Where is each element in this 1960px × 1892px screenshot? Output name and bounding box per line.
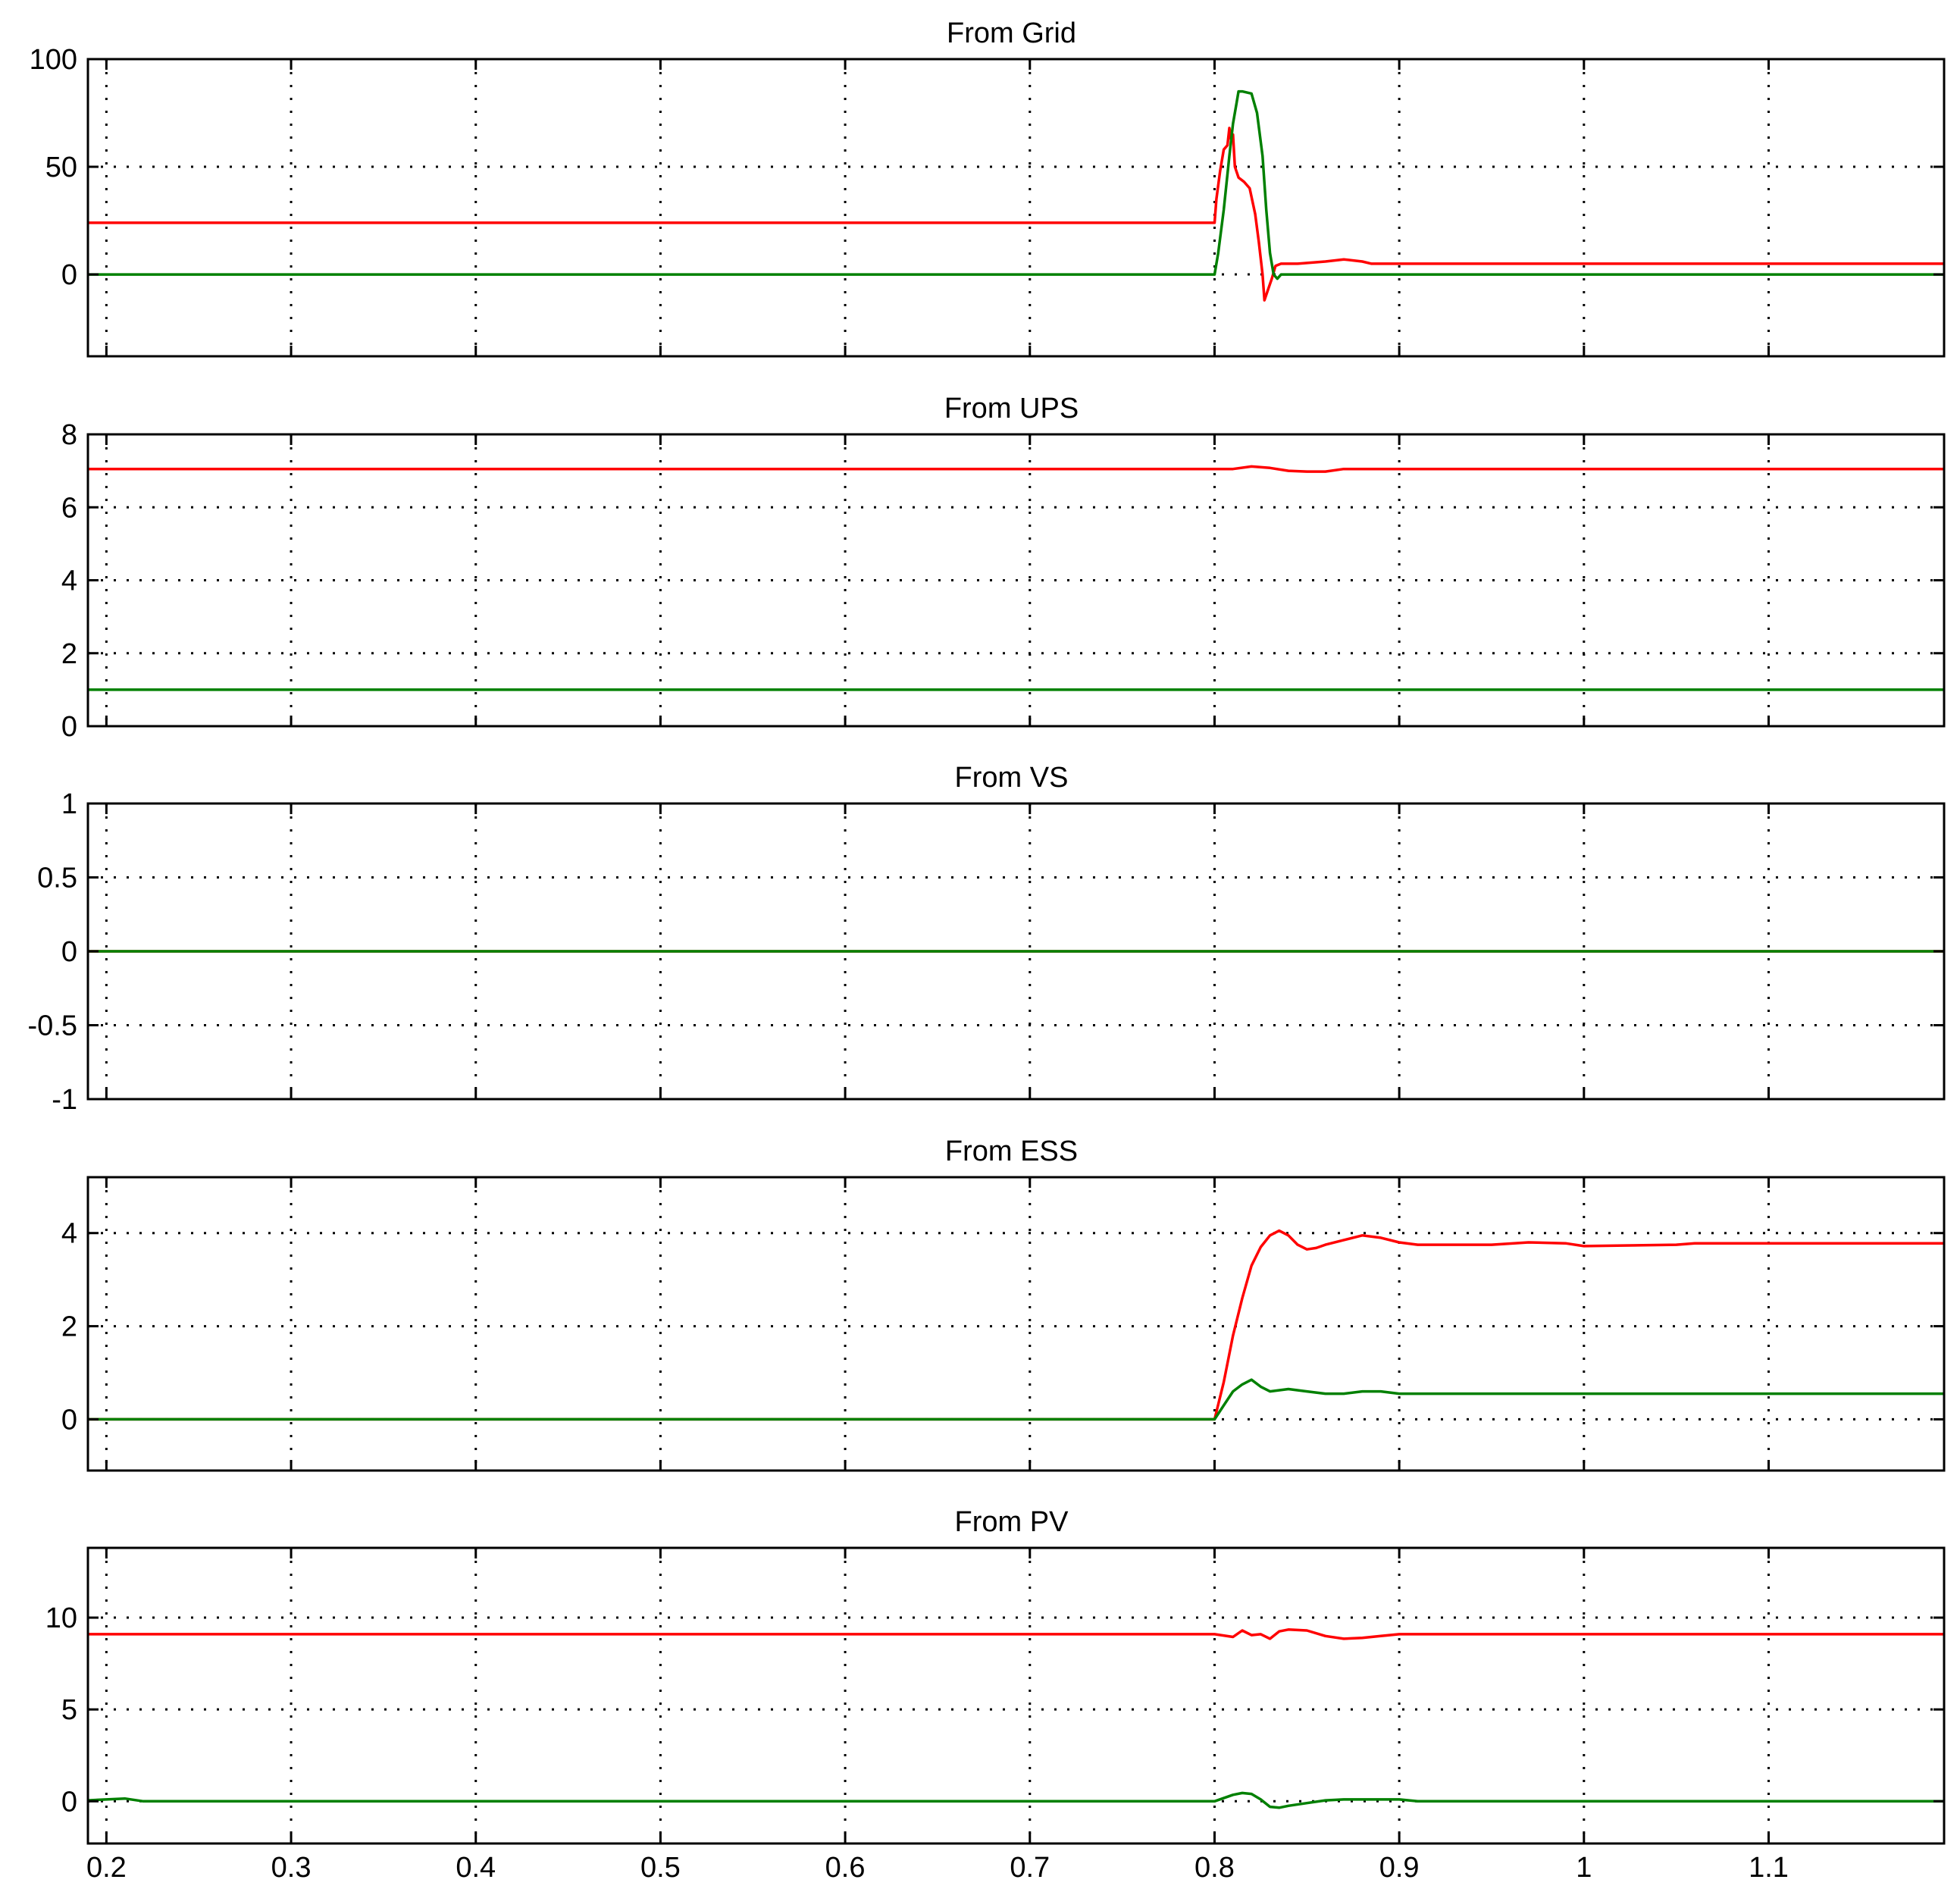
series-line-red	[88, 465, 1944, 473]
y-tick-label: 4	[61, 565, 77, 597]
plot-area	[88, 59, 1944, 356]
y-tick-label: 0.5	[37, 863, 77, 894]
x-tick-label: 0.9	[1379, 1852, 1420, 1884]
x-tick-label: 1.1	[1749, 1852, 1789, 1884]
axes-frame	[86, 1176, 1946, 1472]
plot-area	[88, 1548, 1944, 1843]
x-tick-label: 0.6	[825, 1852, 866, 1884]
panel-4: 0 2 4 From ESS	[61, 1136, 1946, 1472]
y-tick-label: 0	[61, 259, 77, 291]
y-tick-label: 2	[61, 638, 77, 670]
panel-title: From ESS	[945, 1136, 1078, 1167]
x-tick-label: 1	[1576, 1852, 1592, 1884]
panel-5: 0 5 10 0.2 0.3 0.4 0.5 0.6 0.7 0.8 0.9 1 1.1 From PV	[45, 1506, 1946, 1884]
y-tick-label: 10	[45, 1602, 77, 1634]
y-tick-label: 5	[61, 1694, 77, 1726]
panel-title: From VS	[955, 762, 1069, 794]
y-tick-label: 0	[61, 1786, 77, 1818]
series-line-green	[88, 1378, 1944, 1421]
x-tick-label: 0.8	[1194, 1852, 1235, 1884]
y-tick-label: 1	[61, 788, 77, 820]
series-line-red	[88, 1628, 1944, 1640]
panel-3: -1 -0.5 0 0.5 1 From VS	[28, 762, 1946, 1116]
plot-area	[88, 1177, 1944, 1471]
series-line-green	[88, 89, 1944, 280]
axes-frame	[86, 58, 1946, 358]
y-tick-label: 2	[61, 1311, 77, 1343]
panel-title: From Grid	[947, 17, 1076, 49]
series-line-red	[88, 127, 1944, 302]
y-tick-label: -1	[52, 1084, 77, 1116]
x-tick-label: 0.5	[640, 1852, 681, 1884]
x-tick-label: 0.2	[86, 1852, 127, 1884]
x-tick-label: 0.7	[1010, 1852, 1050, 1884]
y-tick-label: 100	[30, 44, 77, 76]
y-tick-label: 0	[61, 936, 77, 968]
panel-title: From PV	[955, 1506, 1069, 1538]
y-tick-label: -0.5	[28, 1010, 77, 1042]
series-line-green	[87, 1791, 1944, 1809]
panel-1: 0 50 100 From Grid	[30, 17, 1946, 358]
y-tick-label: 0	[61, 711, 77, 743]
x-tick-label: 0.3	[271, 1852, 312, 1884]
panel-title: From UPS	[944, 393, 1079, 424]
y-tick-label: 4	[61, 1218, 77, 1250]
x-tick-label: 0.4	[456, 1852, 496, 1884]
y-tick-label: 50	[45, 152, 77, 183]
y-tick-label: 8	[61, 419, 77, 451]
y-tick-label: 0	[61, 1404, 77, 1436]
panel-2: 0 2 4 6 8 From UPS	[61, 393, 1946, 743]
y-tick-label: 6	[61, 492, 77, 524]
axes-frame	[86, 1546, 1946, 1845]
series-line-red	[88, 1229, 1944, 1421]
